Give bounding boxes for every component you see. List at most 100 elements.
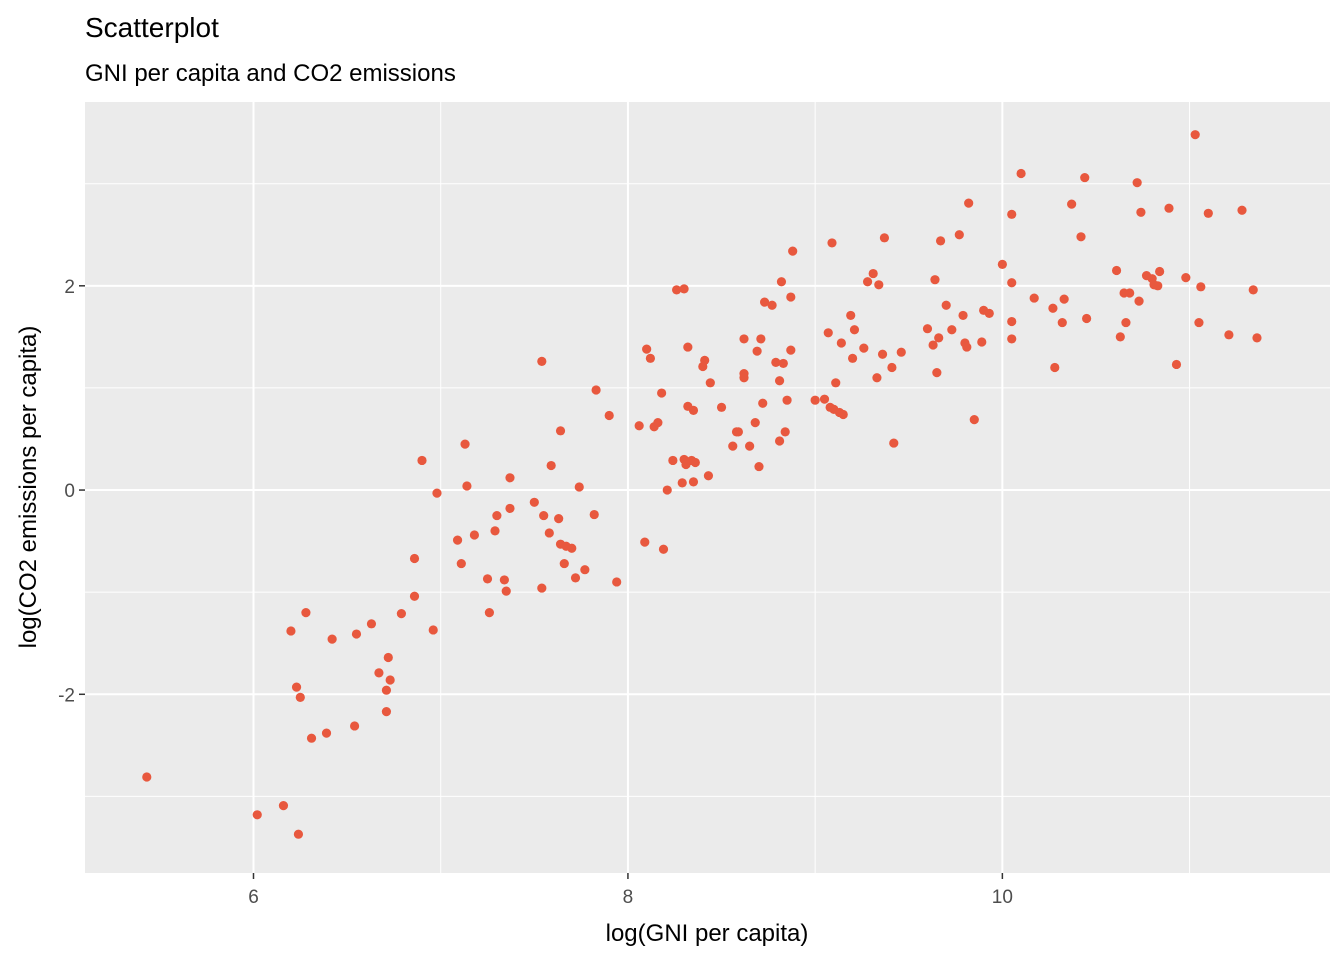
data-point <box>739 373 749 383</box>
data-point <box>658 544 669 554</box>
data-point <box>1029 293 1039 303</box>
data-point <box>306 733 317 743</box>
data-point <box>690 457 700 468</box>
data-point <box>417 455 427 466</box>
data-point <box>733 427 743 437</box>
data-point <box>1076 232 1086 242</box>
y-axis: -2 0 2 <box>58 277 85 706</box>
data-point <box>544 528 554 538</box>
data-point <box>396 609 406 619</box>
data-point <box>758 398 768 408</box>
chart-subtitle: GNI per capita and CO2 emissions <box>85 60 456 87</box>
data-point <box>1048 303 1058 313</box>
data-point <box>539 510 549 521</box>
data-point <box>1196 282 1206 292</box>
data-point <box>1164 203 1174 213</box>
data-point <box>293 829 304 839</box>
data-point <box>862 277 873 287</box>
data-point <box>554 514 564 524</box>
data-point <box>1111 265 1122 276</box>
data-point <box>774 436 785 446</box>
data-point <box>301 607 311 618</box>
data-point <box>786 345 796 355</box>
data-point <box>662 485 672 495</box>
data-point <box>1134 296 1144 306</box>
data-point <box>567 543 577 553</box>
data-point <box>750 418 760 428</box>
data-point <box>1080 172 1090 183</box>
data-point <box>591 385 601 395</box>
data-point <box>1016 168 1026 179</box>
data-point <box>683 342 693 352</box>
data-point <box>409 591 420 601</box>
data-point <box>703 471 714 481</box>
data-point <box>739 334 749 344</box>
data-points <box>142 130 1262 839</box>
data-point <box>846 310 856 321</box>
data-point <box>383 652 393 663</box>
data-point <box>1007 316 1017 327</box>
data-point <box>969 414 979 425</box>
data-point <box>997 259 1007 269</box>
x-tick-label: 8 <box>623 887 634 908</box>
data-point <box>1224 330 1234 340</box>
data-point <box>889 438 899 448</box>
plot-panel <box>85 102 1330 873</box>
data-point <box>947 325 957 335</box>
data-point <box>537 356 547 366</box>
data-point <box>1252 333 1262 343</box>
data-point <box>1153 281 1163 291</box>
data-point <box>877 349 888 359</box>
data-point <box>838 409 848 420</box>
data-point <box>574 482 584 492</box>
data-point <box>529 497 539 507</box>
data-point <box>559 558 569 569</box>
data-point <box>827 238 837 248</box>
data-point <box>469 530 480 540</box>
y-tick-label: 0 <box>64 481 75 502</box>
data-point <box>1050 362 1060 373</box>
data-point <box>831 378 841 388</box>
data-point <box>645 353 655 363</box>
data-point <box>887 362 897 373</box>
data-point <box>570 573 581 583</box>
data-point <box>896 347 906 357</box>
data-point <box>819 394 830 404</box>
data-point <box>810 395 820 405</box>
chart-title: Scatterplot <box>85 12 219 43</box>
data-point <box>928 340 938 350</box>
data-point <box>752 346 762 356</box>
data-point <box>1136 207 1146 217</box>
data-point <box>460 439 470 449</box>
data-point <box>672 285 682 295</box>
data-point <box>634 421 644 431</box>
data-point <box>771 357 781 368</box>
data-point <box>1059 294 1069 304</box>
data-point <box>679 284 689 294</box>
data-point <box>776 277 787 287</box>
x-axis: 6 8 10 <box>248 873 1013 908</box>
data-point <box>700 355 710 365</box>
grid-major <box>85 102 1330 873</box>
data-point <box>452 535 463 545</box>
data-point <box>688 405 699 415</box>
data-point <box>499 575 509 585</box>
data-point <box>1125 288 1135 298</box>
data-point <box>1082 313 1092 324</box>
data-point <box>546 460 556 471</box>
data-point <box>788 246 798 256</box>
data-point <box>428 625 438 635</box>
data-point <box>668 455 678 466</box>
data-point <box>492 510 502 521</box>
y-axis-label: log(CO2 emissions per capita) <box>15 326 42 649</box>
data-point <box>705 378 715 388</box>
data-point <box>291 682 302 692</box>
data-point <box>977 337 987 347</box>
data-point <box>786 292 796 302</box>
data-point <box>653 418 663 428</box>
grid-minor <box>85 102 1330 873</box>
data-point <box>964 198 974 208</box>
data-point <box>456 558 466 569</box>
data-point <box>962 342 972 352</box>
